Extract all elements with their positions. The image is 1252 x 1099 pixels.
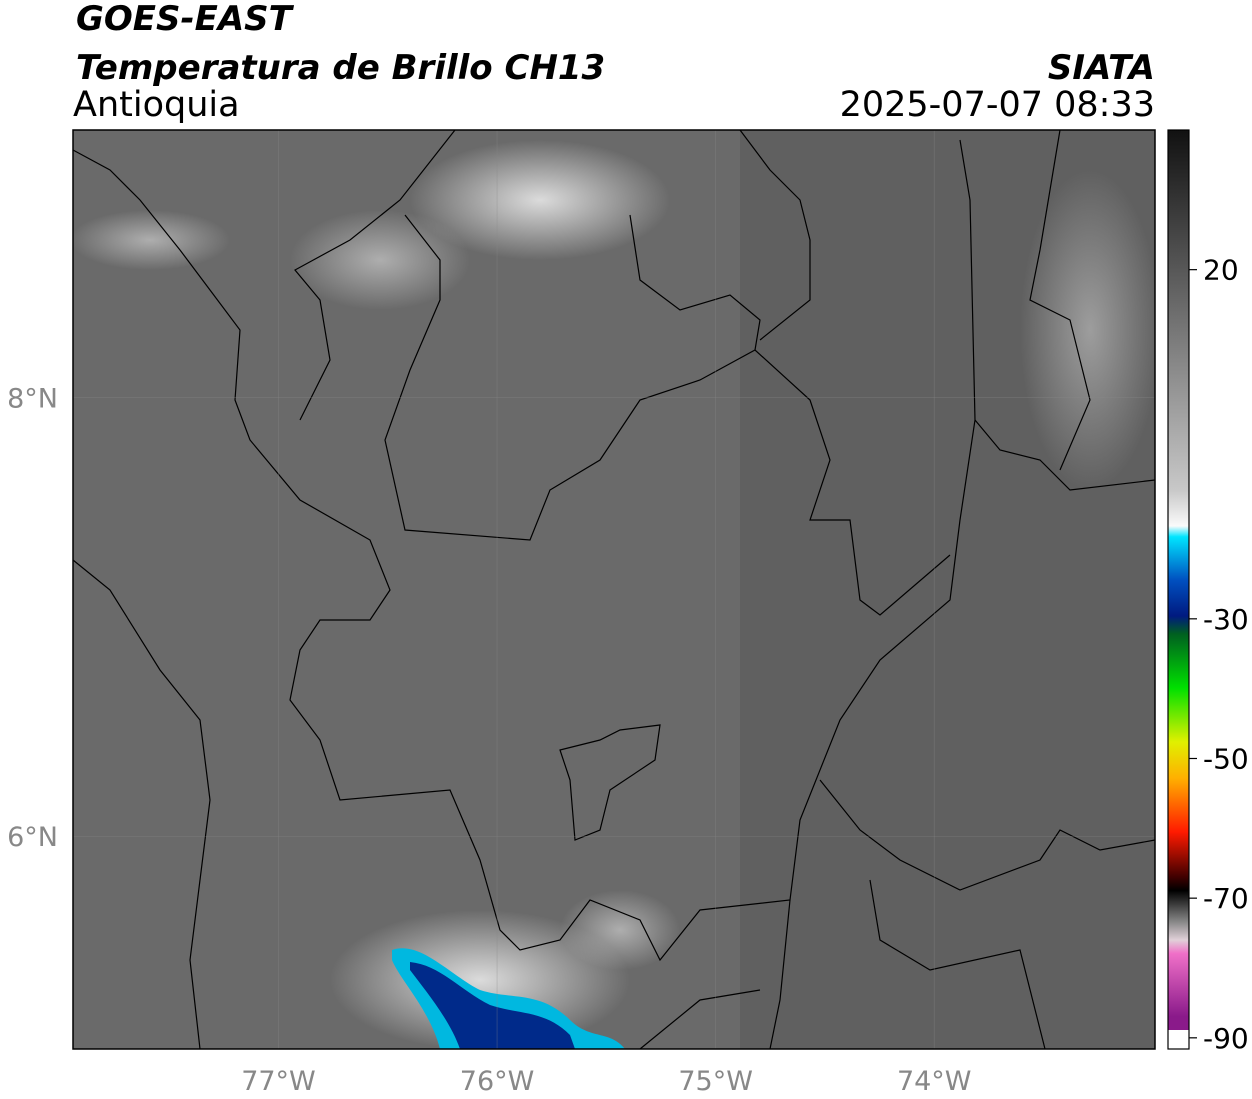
boundary	[559, 724, 661, 841]
lat-label: 6°N	[7, 822, 58, 853]
lat-label: 8°N	[7, 384, 58, 415]
lon-label: 76°W	[460, 1066, 535, 1097]
colorbar: 20 -30 -50 -70 -90	[1167, 129, 1249, 1055]
title: GOES-EAST	[76, 0, 295, 39]
colorbar-tick-label: -70	[1203, 882, 1249, 915]
region: Antioquia	[73, 85, 240, 125]
boundary	[294, 129, 456, 421]
colorbar-tick-label: -90	[1203, 1022, 1249, 1055]
cold-cloud-core	[410, 962, 575, 1049]
cloud	[560, 890, 680, 970]
map-frame	[72, 129, 1156, 1050]
cloud	[410, 140, 670, 260]
lon-label: 77°W	[241, 1066, 316, 1097]
boundary	[629, 129, 811, 351]
datetime: 2025-07-07 08:33	[840, 85, 1155, 125]
cloud	[70, 210, 230, 270]
colorbar-tick-label: 20	[1203, 254, 1239, 287]
boundary	[819, 419, 1156, 891]
colorbar-tick-label: -50	[1203, 742, 1249, 775]
cloud	[290, 210, 470, 310]
colorbar-extension	[1168, 1030, 1189, 1049]
cloud	[1020, 170, 1160, 490]
colorbar-tick-label: -30	[1203, 603, 1249, 636]
source: SIATA	[1048, 48, 1155, 88]
lon-label: 75°W	[678, 1066, 753, 1097]
gridlines	[73, 130, 1155, 1049]
subtitle: Temperatura de Brillo CH13	[76, 48, 605, 88]
map	[70, 129, 1160, 1050]
boundary	[639, 879, 1046, 1050]
coastline	[72, 129, 1091, 1050]
colorbar-scale	[1168, 130, 1189, 1030]
boundary	[72, 139, 976, 962]
boundary	[384, 214, 951, 616]
lon-label: 74°W	[897, 1066, 972, 1097]
colorbar-frame	[1167, 129, 1190, 1050]
